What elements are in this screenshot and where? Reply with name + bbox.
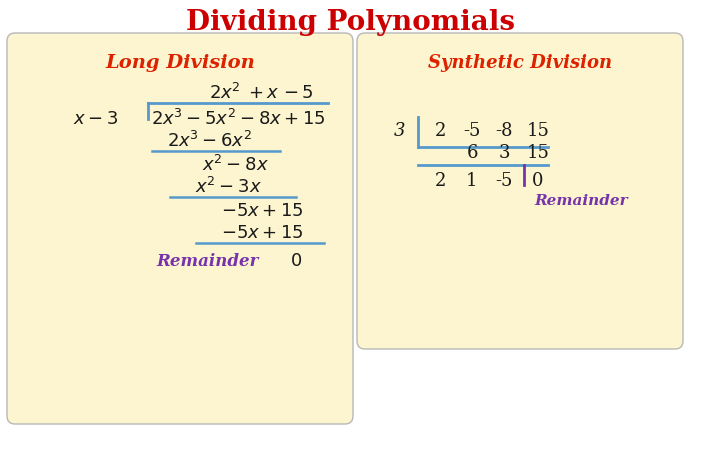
Text: $x^2-8x$: $x^2-8x$ bbox=[201, 155, 268, 175]
Text: $2x^3-5x^2-8x+15$: $2x^3-5x^2-8x+15$ bbox=[151, 109, 325, 129]
Text: $0$: $0$ bbox=[290, 252, 302, 270]
Text: 6: 6 bbox=[466, 144, 478, 162]
Text: $-5x+15$: $-5x+15$ bbox=[220, 224, 303, 242]
Text: -8: -8 bbox=[495, 122, 512, 140]
Text: Remainder: Remainder bbox=[534, 194, 628, 208]
Text: $2x^3-6x^2$: $2x^3-6x^2$ bbox=[167, 131, 253, 151]
Text: Long Division: Long Division bbox=[105, 54, 255, 72]
Text: $x-3$: $x-3$ bbox=[74, 110, 119, 128]
Text: -5: -5 bbox=[463, 122, 481, 140]
Text: $-\,5$: $-\,5$ bbox=[283, 84, 313, 102]
Text: Remainder: Remainder bbox=[157, 252, 259, 269]
Text: 3: 3 bbox=[498, 144, 510, 162]
Text: Synthetic Division: Synthetic Division bbox=[428, 54, 612, 72]
Text: 1: 1 bbox=[466, 172, 478, 190]
Text: 2: 2 bbox=[435, 122, 446, 140]
Text: Dividing Polynomials: Dividing Polynomials bbox=[187, 9, 515, 36]
Text: 0: 0 bbox=[532, 172, 544, 190]
FancyBboxPatch shape bbox=[357, 33, 683, 349]
Text: $-5x+15$: $-5x+15$ bbox=[220, 202, 303, 220]
Text: 15: 15 bbox=[526, 144, 550, 162]
Text: $2x^2$: $2x^2$ bbox=[209, 83, 241, 103]
FancyBboxPatch shape bbox=[7, 33, 353, 424]
Text: 15: 15 bbox=[526, 122, 550, 140]
Text: 2: 2 bbox=[435, 172, 446, 190]
Text: 3: 3 bbox=[395, 122, 406, 140]
Text: $x^2-3x$: $x^2-3x$ bbox=[194, 177, 261, 197]
Text: -5: -5 bbox=[496, 172, 512, 190]
Text: $+\,x$: $+\,x$ bbox=[248, 84, 279, 102]
